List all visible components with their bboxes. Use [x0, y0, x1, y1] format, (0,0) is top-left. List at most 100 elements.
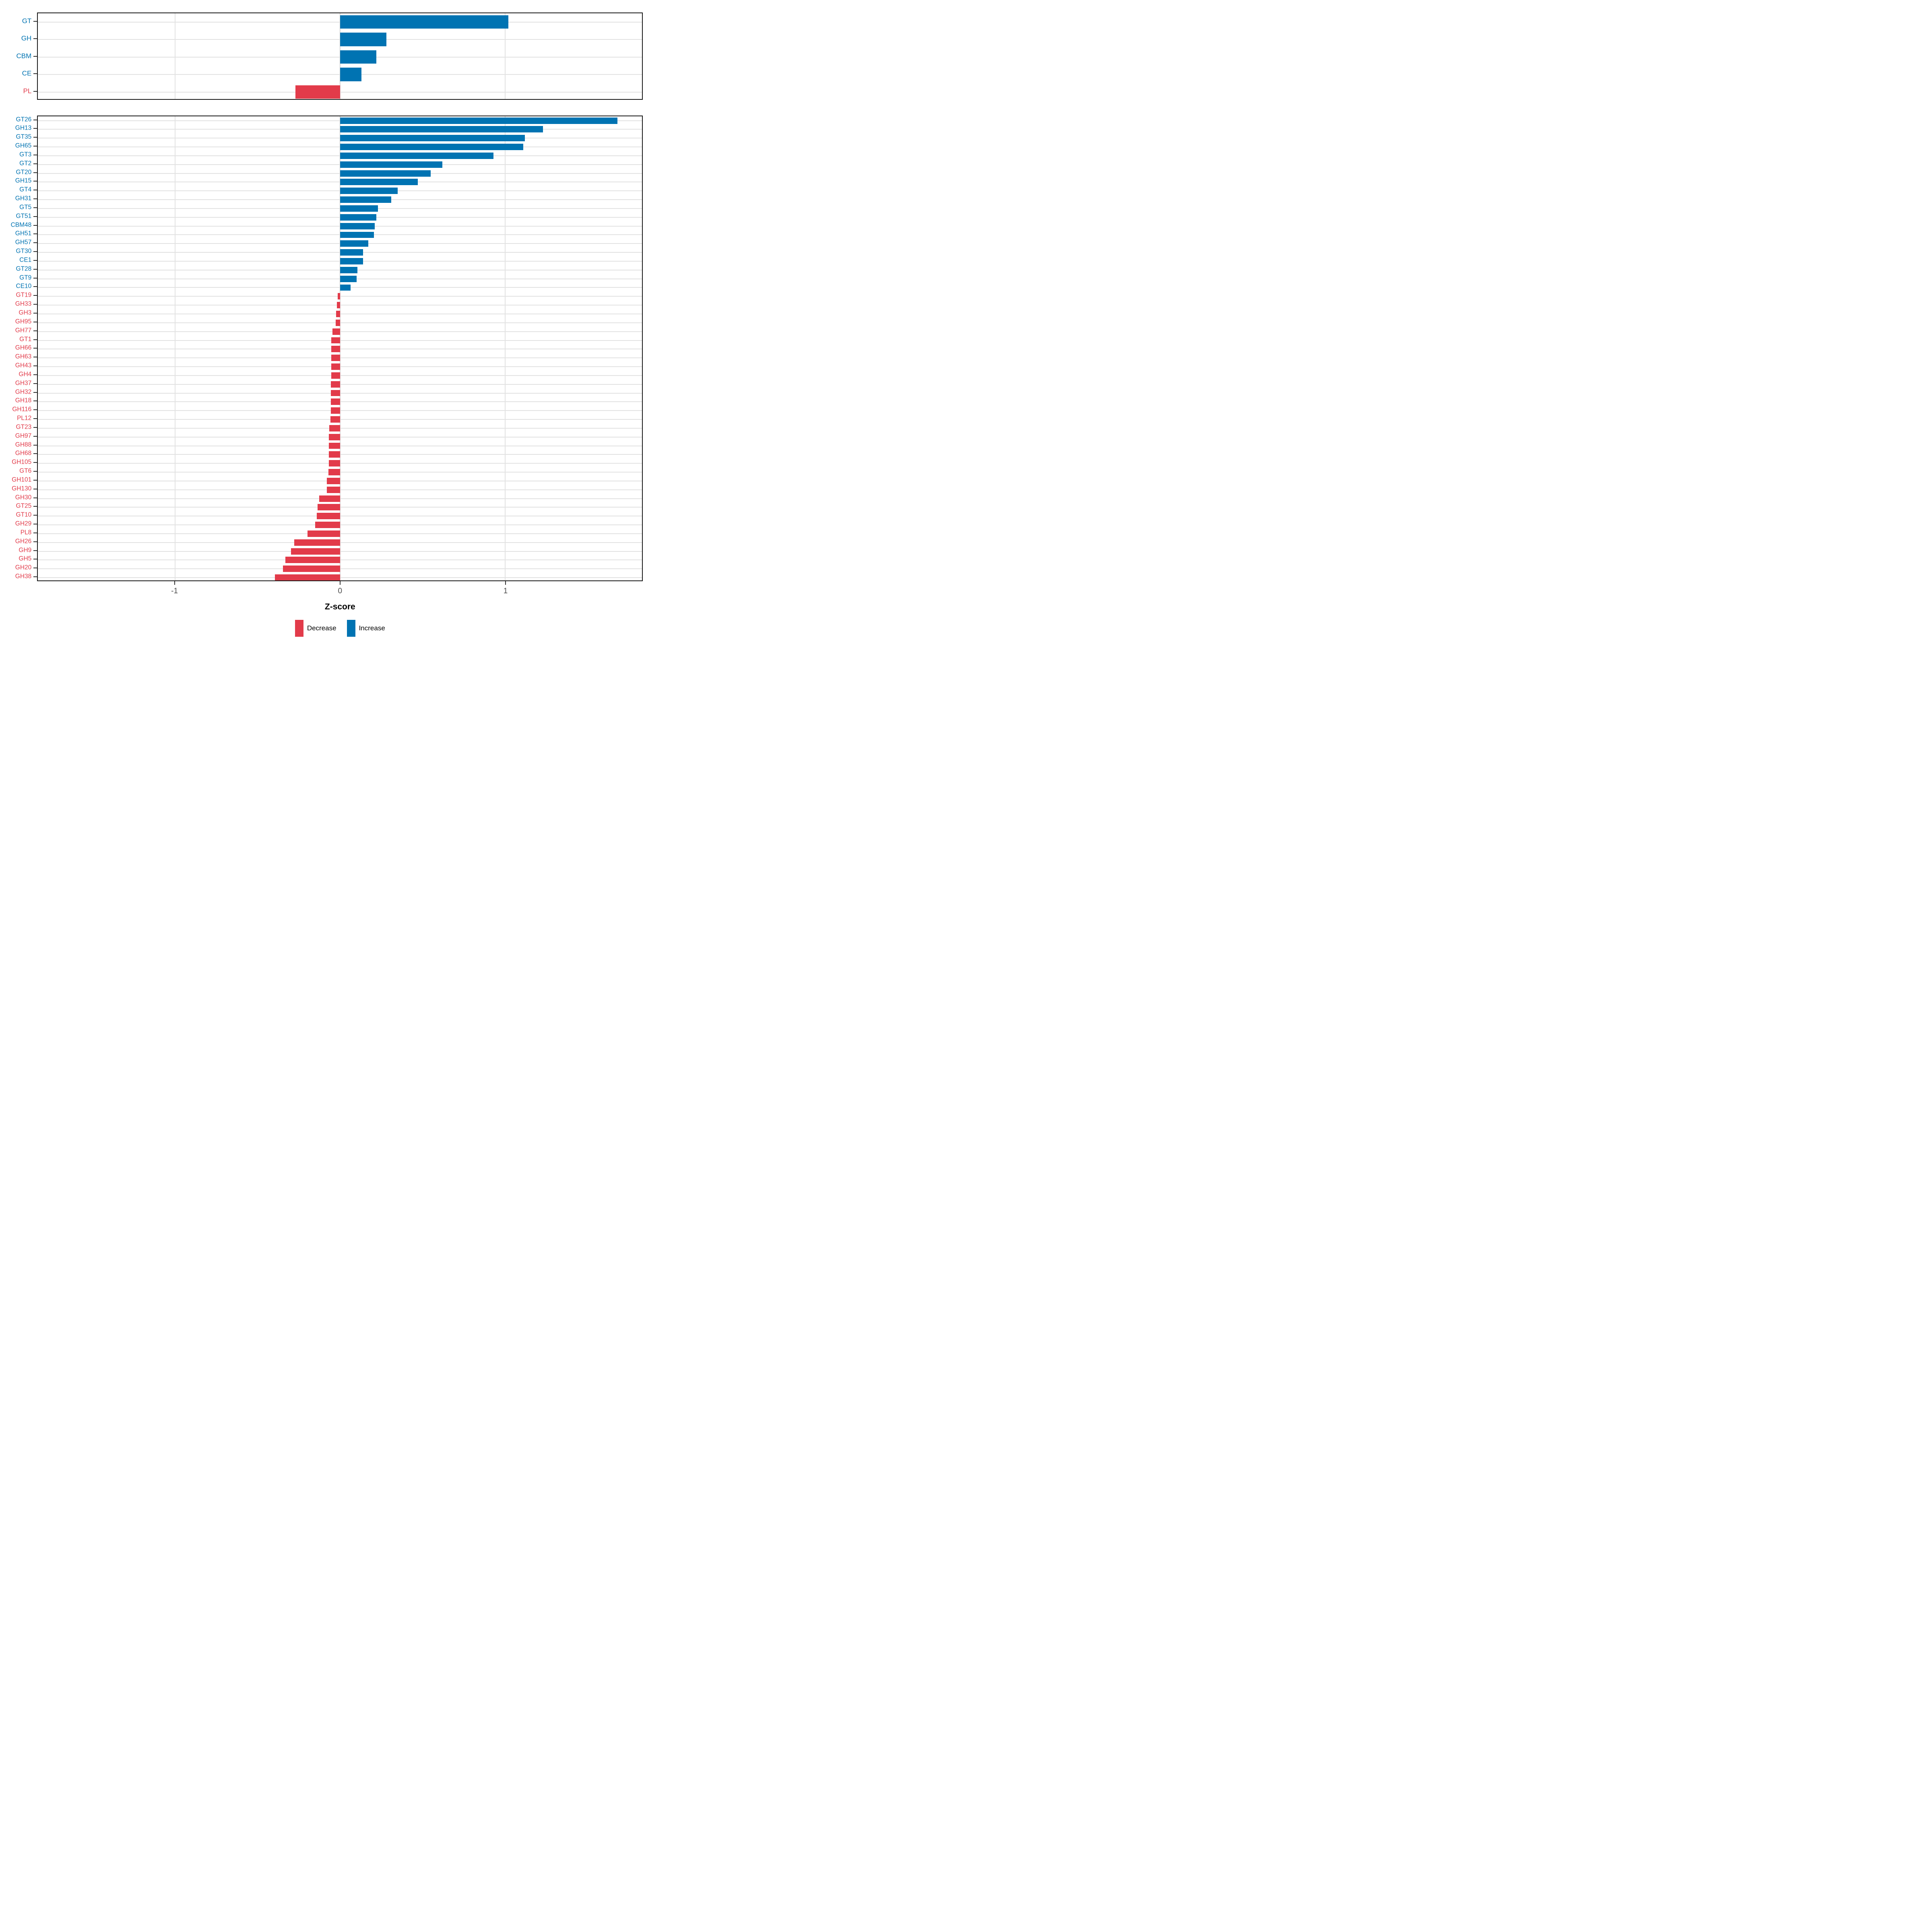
y-axis-tick [33, 497, 37, 498]
bar-CBM48 [340, 223, 375, 229]
y-axis-tick [33, 313, 37, 314]
bar-GH57 [340, 240, 368, 247]
bar-GH15 [340, 179, 418, 186]
y-axis-tick [33, 91, 37, 92]
horizontal-gridline [38, 533, 642, 534]
y-axis-label-GT30: GT30 [16, 248, 32, 255]
y-axis-tick [33, 427, 37, 428]
y-axis-tick [33, 479, 37, 481]
horizontal-gridline [38, 357, 642, 359]
y-axis-tick [33, 73, 37, 74]
y-axis-label-GH33: GH33 [15, 300, 32, 308]
y-axis-label-CE1: CE1 [19, 256, 32, 264]
y-axis-label-GH63: GH63 [15, 353, 32, 360]
bar-GH43 [331, 363, 340, 370]
bar-GT30 [340, 249, 363, 256]
y-axis-label-GH32: GH32 [15, 388, 32, 396]
bar-GH20 [283, 566, 340, 572]
bar-GT19 [337, 293, 340, 300]
legend: Decrease Increase [37, 620, 643, 637]
y-axis-tick [33, 38, 37, 39]
bar-GH77 [332, 328, 340, 335]
y-axis-tick [33, 576, 37, 578]
decrease-color-swatch [295, 620, 303, 637]
y-axis-label-GH3: GH3 [19, 309, 32, 316]
y-axis-label-GH68: GH68 [15, 450, 32, 457]
bar-GH37 [331, 381, 340, 388]
y-axis-label-GT4: GT4 [19, 186, 32, 193]
y-axis-label-GT5: GT5 [19, 204, 32, 211]
horizontal-gridline [38, 392, 642, 394]
y-axis-tick [33, 172, 37, 173]
horizontal-gridline [38, 384, 642, 385]
y-axis-label-GH88: GH88 [15, 441, 32, 448]
horizontal-gridline [38, 489, 642, 490]
y-axis-label-GH116: GH116 [12, 406, 32, 413]
x-axis-tick [174, 581, 175, 585]
bar-GT6 [328, 469, 340, 475]
y-axis-label-GH5: GH5 [19, 555, 32, 563]
y-axis-tick [33, 462, 37, 463]
y-axis-tick [33, 339, 37, 340]
x-axis-title: Z-score [324, 602, 355, 611]
bar-GH30 [319, 495, 340, 502]
bar-GT5 [340, 205, 378, 212]
y-axis-tick [33, 506, 37, 507]
y-axis-tick [33, 260, 37, 261]
y-axis-tick [33, 383, 37, 384]
bar-GH26 [294, 539, 340, 546]
y-axis-tick [33, 251, 37, 252]
bar-GH65 [340, 144, 524, 151]
horizontal-gridline [38, 419, 642, 420]
y-axis-tick [33, 233, 37, 235]
legend-label-increase: Increase [359, 624, 385, 632]
bar-GH101 [327, 477, 340, 484]
y-axis-tick [33, 541, 37, 542]
y-axis-tick [33, 550, 37, 551]
horizontal-gridline [38, 340, 642, 341]
y-axis-label-GH26: GH26 [15, 538, 32, 545]
bar-GH9 [291, 548, 340, 555]
y-axis-label-GH18: GH18 [15, 397, 32, 404]
y-axis-label-GH4: GH4 [19, 371, 32, 378]
y-axis-tick [33, 163, 37, 164]
y-axis-label-GT10: GT10 [16, 511, 32, 518]
x-tick-label-1: 1 [503, 587, 508, 595]
horizontal-gridline [38, 463, 642, 464]
x-axis-tick [505, 581, 506, 585]
legend-label-decrease: Decrease [307, 624, 336, 632]
bar-GT25 [318, 504, 340, 511]
y-axis-tick [33, 242, 37, 244]
y-axis-tick [33, 225, 37, 226]
y-axis-tick [33, 146, 37, 147]
bar-GH97 [329, 433, 340, 440]
y-axis-label-GH101: GH101 [12, 476, 32, 483]
vertical-gridline [504, 13, 506, 99]
y-axis-label-GH95: GH95 [15, 318, 32, 325]
y-axis-label-GT3: GT3 [19, 151, 32, 158]
y-axis-label-GH37: GH37 [15, 380, 32, 387]
bar-GH66 [331, 346, 340, 353]
bar-GH63 [331, 355, 340, 361]
y-axis-tick [33, 268, 37, 270]
y-axis-tick [33, 21, 37, 22]
y-axis-label-GT1: GT1 [19, 336, 32, 343]
y-axis-label-GT20: GT20 [16, 169, 32, 176]
y-axis-tick [33, 330, 37, 331]
y-axis-label-GT51: GT51 [16, 213, 32, 220]
y-axis-label-GT19: GT19 [16, 291, 32, 299]
y-axis-label-GT6: GT6 [19, 467, 32, 475]
y-axis-tick [33, 418, 37, 419]
y-axis-tick [33, 471, 37, 472]
horizontal-gridline [38, 322, 642, 323]
bar-GH38 [275, 574, 340, 580]
y-axis-tick [33, 198, 37, 200]
bar-CE1 [340, 258, 363, 264]
y-axis-tick [33, 392, 37, 393]
y-axis-tick [33, 207, 37, 208]
horizontal-gridline [38, 436, 642, 438]
y-axis-label-CBM48: CBM48 [10, 221, 32, 229]
y-axis-label-GH130: GH130 [12, 485, 32, 492]
y-axis-label-GT25: GT25 [16, 503, 32, 510]
bar-PL8 [308, 530, 340, 537]
